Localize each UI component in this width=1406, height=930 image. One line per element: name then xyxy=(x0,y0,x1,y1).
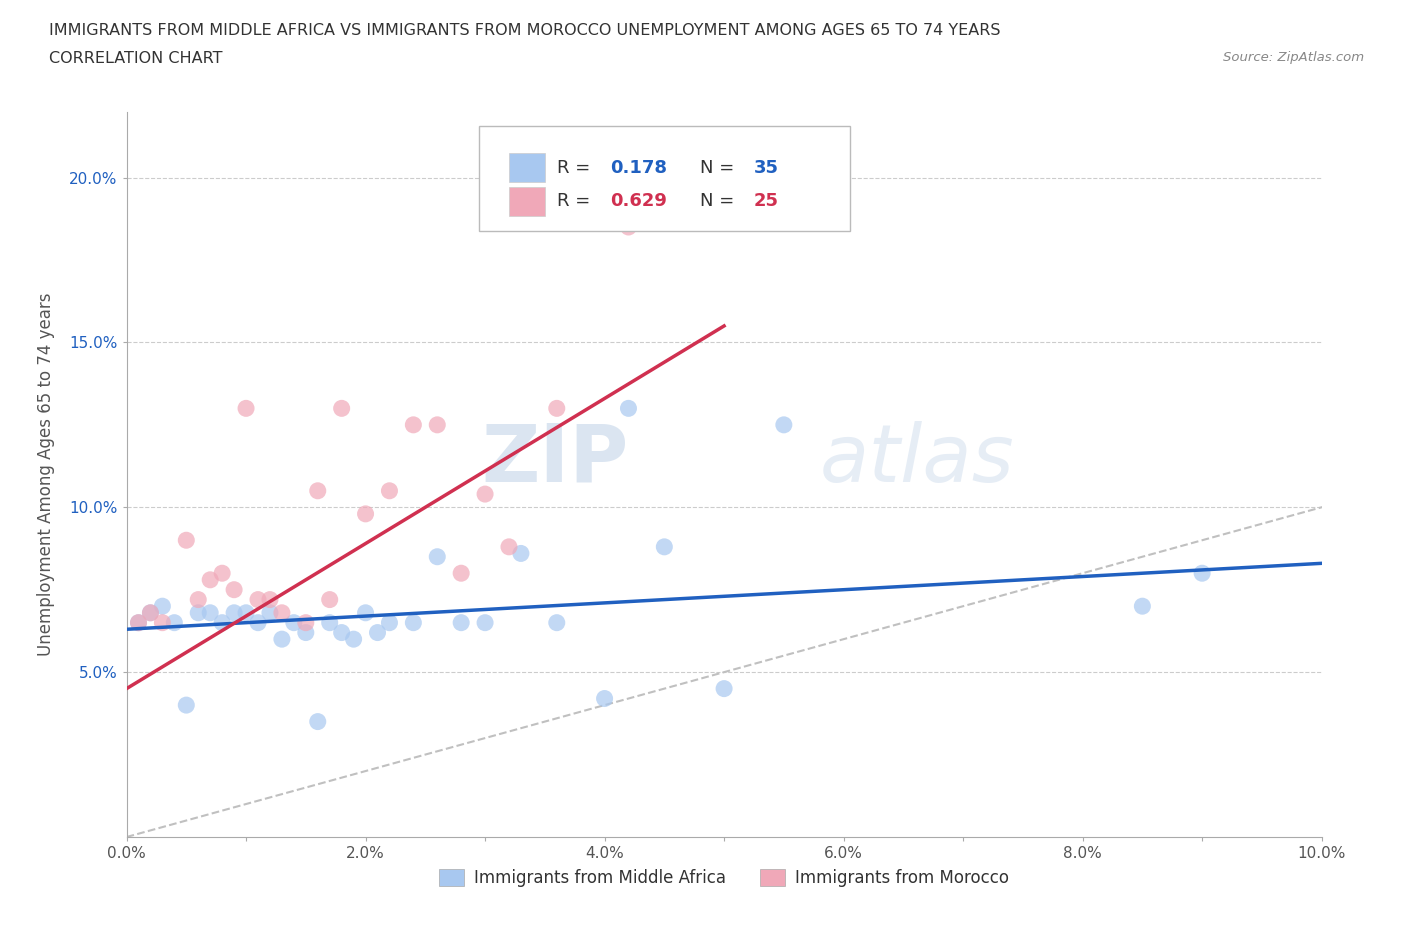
Text: 0.629: 0.629 xyxy=(610,193,668,210)
Point xyxy=(509,546,531,561)
Point xyxy=(211,565,233,580)
Point xyxy=(617,219,640,234)
Point xyxy=(139,605,162,620)
Point xyxy=(426,550,449,565)
Point xyxy=(235,605,257,620)
Text: 0.178: 0.178 xyxy=(610,159,668,177)
Text: CORRELATION CHART: CORRELATION CHART xyxy=(49,51,222,66)
Point xyxy=(152,616,174,631)
Point xyxy=(330,625,353,640)
Point xyxy=(200,572,222,587)
Point xyxy=(294,625,316,640)
Point xyxy=(259,605,281,620)
Point xyxy=(294,616,316,631)
Point xyxy=(174,698,197,712)
Point xyxy=(773,418,796,432)
Text: N =: N = xyxy=(700,159,740,177)
Point xyxy=(402,418,425,432)
Point xyxy=(343,631,366,646)
Point xyxy=(402,616,425,631)
Point xyxy=(211,616,233,631)
Point xyxy=(307,714,329,729)
Point xyxy=(283,616,305,631)
Point xyxy=(378,616,401,631)
FancyBboxPatch shape xyxy=(479,126,849,232)
Point xyxy=(174,533,197,548)
Point xyxy=(378,484,401,498)
Point xyxy=(426,418,449,432)
Point xyxy=(354,507,377,522)
Point xyxy=(713,681,735,696)
Point xyxy=(127,616,149,631)
Legend: Immigrants from Middle Africa, Immigrants from Morocco: Immigrants from Middle Africa, Immigrant… xyxy=(433,862,1015,894)
Point xyxy=(450,616,472,631)
Point xyxy=(617,401,640,416)
Point xyxy=(546,401,568,416)
Point xyxy=(247,616,270,631)
Text: R =: R = xyxy=(557,193,596,210)
Text: R =: R = xyxy=(557,159,596,177)
Text: N =: N = xyxy=(700,193,740,210)
Text: ZIP: ZIP xyxy=(481,420,628,498)
Text: atlas: atlas xyxy=(820,420,1015,498)
Point xyxy=(652,539,675,554)
Point xyxy=(354,605,377,620)
Point xyxy=(330,401,353,416)
Point xyxy=(498,539,520,554)
Text: Source: ZipAtlas.com: Source: ZipAtlas.com xyxy=(1223,51,1364,64)
Point xyxy=(474,616,496,631)
FancyBboxPatch shape xyxy=(509,153,544,182)
Point xyxy=(247,592,270,607)
Point xyxy=(474,486,496,501)
Text: 35: 35 xyxy=(754,159,779,177)
Point xyxy=(593,691,616,706)
Text: IMMIGRANTS FROM MIDDLE AFRICA VS IMMIGRANTS FROM MOROCCO UNEMPLOYMENT AMONG AGES: IMMIGRANTS FROM MIDDLE AFRICA VS IMMIGRA… xyxy=(49,23,1001,38)
Point xyxy=(187,592,209,607)
FancyBboxPatch shape xyxy=(509,187,544,216)
Point xyxy=(235,401,257,416)
Point xyxy=(318,616,342,631)
Point xyxy=(222,605,246,620)
Point xyxy=(222,582,246,597)
Point xyxy=(163,616,186,631)
Point xyxy=(139,605,162,620)
Point xyxy=(200,605,222,620)
Point xyxy=(1191,565,1213,580)
Point xyxy=(1130,599,1153,614)
Point xyxy=(270,631,294,646)
Point xyxy=(318,592,342,607)
Text: 25: 25 xyxy=(754,193,779,210)
Point xyxy=(366,625,388,640)
Point xyxy=(127,616,149,631)
Point xyxy=(546,616,568,631)
Point xyxy=(270,605,294,620)
Point xyxy=(187,605,209,620)
Point xyxy=(450,565,472,580)
Point xyxy=(307,484,329,498)
Y-axis label: Unemployment Among Ages 65 to 74 years: Unemployment Among Ages 65 to 74 years xyxy=(37,293,55,656)
Point xyxy=(152,599,174,614)
Point xyxy=(259,592,281,607)
